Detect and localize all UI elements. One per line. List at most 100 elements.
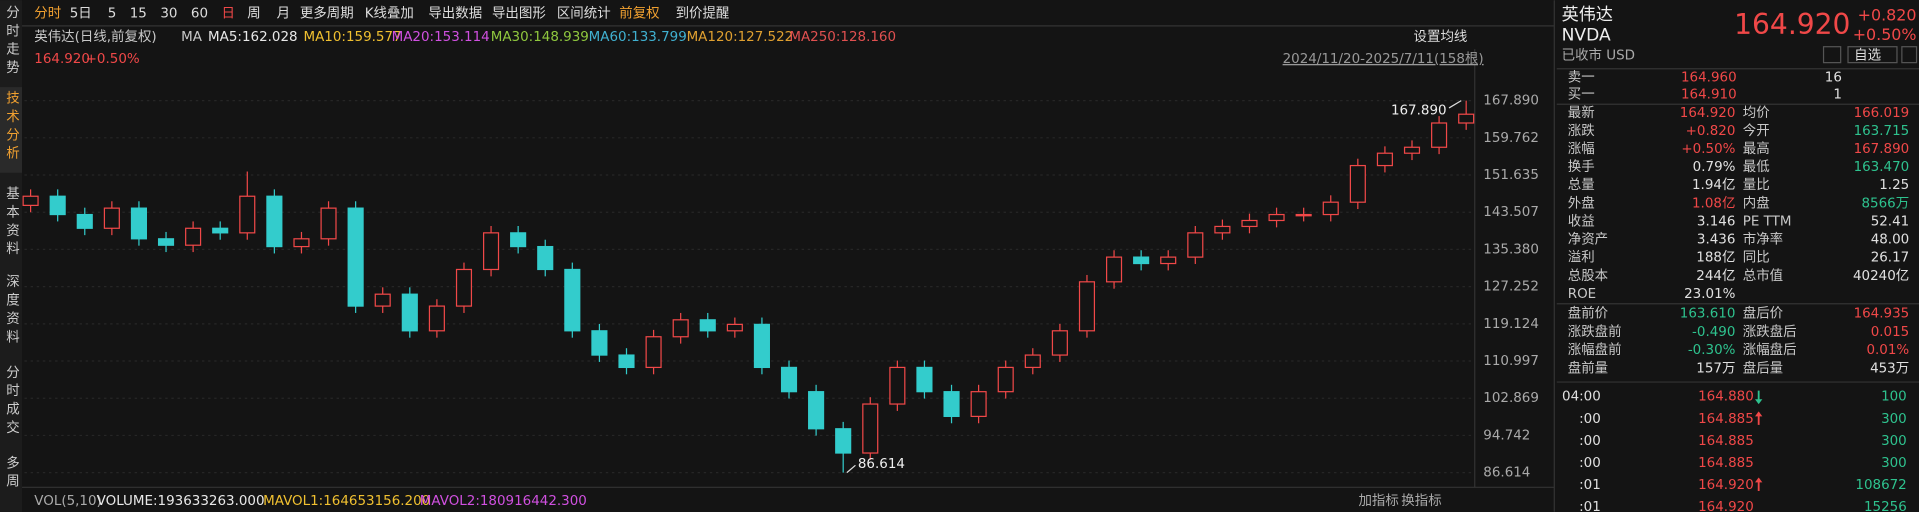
- candle-body: [1322, 201, 1339, 216]
- candle-body: [401, 293, 418, 332]
- watch-label[interactable]: 自选: [1854, 47, 1881, 63]
- candle-body: [618, 354, 635, 369]
- ma-legend: MA10:159.577: [304, 30, 402, 45]
- stat-value: 26.17: [1871, 251, 1910, 266]
- orderbook-qty: 1: [1833, 87, 1842, 102]
- y-tick-label: 135.380: [1483, 242, 1539, 257]
- toolbar-tab[interactable]: 导出图形: [492, 6, 546, 22]
- stat-value: 8566万: [1862, 196, 1910, 211]
- candle-body: [49, 195, 66, 216]
- candle-body: [564, 268, 581, 332]
- sidebar-item[interactable]: 深度资料: [3, 274, 20, 348]
- toolbar-tab[interactable]: 日: [222, 7, 235, 22]
- candle-body: [157, 238, 175, 246]
- candle-body: [239, 195, 256, 234]
- candle-body: [537, 245, 554, 271]
- trade-time: :00: [1579, 412, 1601, 427]
- toolbar-tab[interactable]: 15: [130, 7, 147, 22]
- volume-legend: VOLUME:193633263.000: [97, 494, 265, 509]
- stat-label: 涨幅盘后: [1743, 341, 1797, 358]
- stat-value: 164.935: [1854, 307, 1910, 322]
- volume-legend: MAVOL1:164653156.200: [263, 494, 430, 509]
- y-tick-label: 102.869: [1483, 391, 1539, 406]
- ma-legend: MA250:128.160: [789, 30, 896, 45]
- trade-volume: 100: [1881, 390, 1907, 405]
- stat-value: 0.015: [1871, 325, 1910, 340]
- y-tick-label: 86.614: [1483, 466, 1530, 481]
- candle-body: [510, 232, 527, 248]
- candle-body: [1024, 354, 1041, 369]
- date-range[interactable]: 2024/11/20-2025/7/11(158根): [1283, 51, 1484, 67]
- volume-control[interactable]: 换指标: [1401, 493, 1441, 509]
- candle-body: [1105, 256, 1123, 283]
- toolbar-tab[interactable]: 更多周期: [300, 5, 354, 22]
- toolbar-tab[interactable]: 月: [277, 7, 290, 22]
- candle-body: [997, 366, 1014, 393]
- grid-button[interactable]: [1901, 46, 1918, 64]
- sidebar-item[interactable]: 分时走势: [3, 5, 20, 79]
- toolbar-tab[interactable]: 30: [160, 7, 177, 22]
- alert-button[interactable]: [1822, 46, 1842, 64]
- toolbar-tab[interactable]: 区间统计: [557, 6, 611, 22]
- candle-body: [185, 227, 202, 246]
- volume-control[interactable]: 加指标: [1358, 493, 1398, 509]
- chart-name: 英伟达(日线,前复权): [34, 28, 156, 45]
- candle-body: [835, 428, 852, 454]
- stat-label: 均价: [1743, 105, 1770, 121]
- ma-legend: MA5:162.028: [208, 30, 298, 45]
- candle-body: [293, 238, 310, 248]
- toolbar-tab[interactable]: 前复权: [619, 5, 660, 22]
- sidebar-item[interactable]: 技术分析: [3, 91, 20, 165]
- toolbar-tab[interactable]: 5日: [70, 7, 92, 22]
- stat-label: ROE: [1568, 287, 1596, 302]
- candle-body: [645, 336, 662, 369]
- sidebar-item[interactable]: 分时成交: [3, 365, 20, 439]
- sidebar-item[interactable]: 多周: [3, 454, 20, 492]
- toolbar-tab[interactable]: 5: [108, 7, 117, 22]
- sidebar-item[interactable]: 基本资料: [3, 185, 20, 260]
- toolbar-tab[interactable]: 导出数据: [428, 6, 482, 22]
- candle-body: [753, 323, 770, 369]
- volume-label: VOL(5,10): [34, 494, 102, 509]
- stat-value: 3.146: [1697, 214, 1736, 229]
- trade-price: 164.920: [1698, 500, 1754, 512]
- y-tick-label: 167.890: [1483, 94, 1539, 109]
- toolbar-tab[interactable]: 分时: [34, 6, 61, 22]
- trade-time: :01: [1579, 478, 1601, 493]
- stat-value: 163.610: [1680, 307, 1736, 322]
- stat-label: 涨跌盘前: [1568, 323, 1622, 340]
- orderbook-label: 卖一: [1568, 69, 1595, 85]
- candle-body: [889, 366, 906, 405]
- stat-value: 164.920: [1680, 106, 1736, 121]
- toolbar-tab[interactable]: K线叠加: [365, 6, 414, 22]
- stat-label: 涨幅盘前: [1568, 341, 1622, 358]
- ma-legend: MA30:148.939: [491, 30, 589, 45]
- stat-value: 167.890: [1854, 142, 1910, 157]
- header-price: 164.920: [34, 52, 90, 67]
- candle-body: [320, 207, 337, 240]
- trade-time: :00: [1579, 434, 1601, 449]
- stat-label: 收益: [1568, 213, 1595, 229]
- stat-label: 今开: [1743, 123, 1770, 139]
- candle-body: [916, 366, 933, 393]
- stat-value: 0.79%: [1693, 160, 1736, 175]
- stat-label: 市净率: [1743, 231, 1783, 248]
- candle-body: [76, 213, 93, 229]
- ma-setting[interactable]: 设置均线: [1414, 29, 1468, 45]
- stat-label: 换手: [1568, 159, 1595, 175]
- toolbar-tab[interactable]: 到价提醒: [676, 6, 730, 22]
- stock-code: NVDA: [1562, 26, 1611, 46]
- trade-arrow-head: [1755, 411, 1763, 417]
- toolbar-tab[interactable]: 60: [191, 7, 208, 22]
- stat-value: 48.00: [1871, 233, 1910, 248]
- candle-body: [374, 293, 391, 307]
- toolbar-tab[interactable]: 周: [247, 7, 260, 22]
- candle-body: [1403, 146, 1421, 154]
- orderbook-qty: 16: [1825, 70, 1842, 85]
- stat-value: 157万: [1696, 362, 1735, 377]
- stat-label: PE TTM: [1743, 214, 1792, 229]
- trade-time: :01: [1579, 500, 1601, 512]
- watch-button[interactable]: [1847, 46, 1898, 64]
- candle-body: [808, 391, 825, 430]
